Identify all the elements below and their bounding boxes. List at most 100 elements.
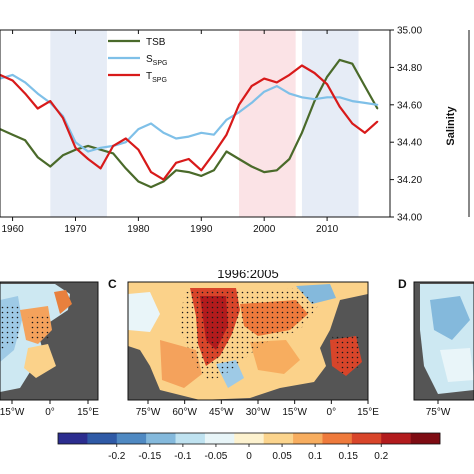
data-point-tsb bbox=[225, 150, 228, 153]
x-tick-label: 1970 bbox=[64, 224, 87, 235]
y-tick-label: 34.20 bbox=[397, 175, 422, 186]
data-point-tsb bbox=[275, 169, 278, 172]
data-point-tsb bbox=[124, 167, 127, 170]
data-point-tspg bbox=[24, 92, 27, 95]
colorbar-cell bbox=[322, 433, 353, 444]
data-point-sspg bbox=[36, 92, 39, 95]
data-point-tspg bbox=[74, 146, 77, 149]
data-point-tspg bbox=[124, 137, 127, 140]
panel-letter-c: C bbox=[108, 277, 117, 291]
data-point-sspg bbox=[363, 102, 366, 104]
colorbar-tick-label: -0.05 bbox=[205, 451, 228, 462]
shaded-period-0 bbox=[50, 30, 107, 217]
data-point-sspg bbox=[74, 141, 77, 144]
data-point-tsb bbox=[200, 174, 203, 177]
colorbar: -0.2 -0.15 -0.1 -0.05 0 0.05 0.1 0.15 0.2 bbox=[57, 432, 441, 462]
data-point-tspg bbox=[238, 103, 240, 106]
data-point-tsb bbox=[363, 85, 366, 87]
data-point-sspg bbox=[124, 141, 127, 144]
map-x-tick-label: 45°W bbox=[209, 407, 234, 418]
plot-frame bbox=[0, 29, 391, 218]
data-point-sspg bbox=[275, 85, 278, 87]
x-axis: 1960 1970 1980 1990 2000 2010 bbox=[1, 30, 339, 235]
data-point-tsb bbox=[24, 139, 27, 142]
data-point-tspg bbox=[313, 72, 316, 74]
data-point-sspg bbox=[301, 96, 303, 99]
x-tick-label: 1990 bbox=[190, 224, 213, 235]
data-point-tspg bbox=[326, 83, 328, 86]
data-point-tspg bbox=[376, 120, 379, 123]
map-x-tick-label: 30°W bbox=[246, 407, 271, 418]
data-point-tsb bbox=[162, 180, 165, 183]
series-lines bbox=[0, 58, 379, 189]
time-series-chart: 1960 1970 1980 1990 2000 2010 34.00 34.20 34.40… bbox=[0, 26, 470, 235]
data-point-tspg bbox=[363, 131, 366, 134]
data-point-tspg bbox=[275, 81, 278, 84]
map-x-tick-label: 75°W bbox=[136, 407, 161, 418]
data-point-tsb bbox=[326, 75, 328, 78]
data-point-tsb bbox=[263, 171, 266, 174]
data-point-sspg bbox=[263, 90, 266, 93]
map-x-tick-label: 15°E bbox=[357, 407, 379, 418]
data-point-tspg bbox=[187, 158, 190, 160]
colorbar-tick-label: 0 bbox=[246, 451, 252, 462]
colorbar-cell bbox=[204, 433, 235, 444]
data-point-sspg bbox=[150, 122, 152, 125]
data-point-tspg bbox=[112, 145, 115, 147]
y-tick-label: 34.40 bbox=[397, 138, 422, 149]
colorbar-tick-label: -0.1 bbox=[174, 451, 192, 462]
legend-label-sspg: SSPG bbox=[146, 54, 167, 67]
data-point-sspg bbox=[351, 100, 354, 102]
data-point-tsb bbox=[376, 107, 379, 110]
data-point-sspg bbox=[288, 92, 291, 95]
data-point-sspg bbox=[238, 111, 240, 114]
data-point-tsb bbox=[238, 158, 240, 160]
data-point-tsb bbox=[187, 171, 190, 174]
map-d-x-axis: 75°W bbox=[426, 400, 451, 418]
data-point-tspg bbox=[150, 171, 152, 174]
data-point-sspg bbox=[137, 128, 140, 131]
data-point-tsb bbox=[49, 165, 52, 168]
data-point-tspg bbox=[212, 152, 215, 155]
data-point-tsb bbox=[11, 133, 14, 136]
colorbar-tick-label: 0.05 bbox=[272, 451, 292, 462]
map-x-tick-label: 15°E bbox=[77, 407, 99, 418]
data-point-tsb bbox=[212, 169, 215, 172]
colorbar-cell bbox=[175, 433, 206, 444]
data-point-tsb bbox=[150, 186, 152, 188]
data-point-sspg bbox=[175, 137, 178, 140]
data-point-tspg bbox=[62, 116, 64, 119]
data-point-tspg bbox=[11, 79, 14, 82]
map-x-tick-label: 75°W bbox=[426, 407, 451, 418]
data-point-sspg bbox=[24, 81, 27, 84]
y-tick-label: 34.80 bbox=[397, 63, 422, 74]
data-point-tspg bbox=[250, 85, 253, 87]
data-point-tsb bbox=[301, 131, 303, 134]
data-point-sspg bbox=[99, 146, 102, 149]
colorbar-cell bbox=[146, 433, 176, 444]
map-x-tick-label: 0° bbox=[45, 407, 55, 418]
data-point-tspg bbox=[338, 105, 341, 108]
data-point-tsb bbox=[99, 148, 102, 151]
map-panels: C 1996:2005 D 15°W 0° 15°E 75°W 60°W 45°W 30°… bbox=[0, 270, 474, 418]
map-x-tick-label: 60°W bbox=[172, 407, 197, 418]
data-point-tspg bbox=[137, 148, 140, 151]
data-point-tspg bbox=[225, 133, 228, 136]
data-point-tspg bbox=[301, 64, 303, 67]
colorbar-cell bbox=[293, 433, 323, 444]
colorbar-cell bbox=[87, 433, 118, 444]
data-point-tsb bbox=[250, 165, 253, 168]
x-tick-label: 2000 bbox=[253, 224, 276, 235]
map-x-tick-label: 0° bbox=[327, 407, 337, 418]
data-point-tspg bbox=[49, 100, 52, 102]
data-point-sspg bbox=[87, 150, 89, 153]
data-point-tsb bbox=[338, 59, 341, 61]
right-y-axis: 34.00 34.20 34.40 34.60 34.80 35.00 bbox=[390, 26, 422, 224]
map-panel-left bbox=[0, 281, 99, 401]
map-x-tick-label: 15°W bbox=[282, 407, 307, 418]
data-point-tsb bbox=[313, 100, 316, 102]
panel-letter-d: D bbox=[398, 277, 407, 291]
y-tick-label: 34.00 bbox=[397, 213, 422, 224]
y-tick-label: 34.60 bbox=[397, 100, 422, 111]
data-point-tsb bbox=[112, 152, 115, 155]
